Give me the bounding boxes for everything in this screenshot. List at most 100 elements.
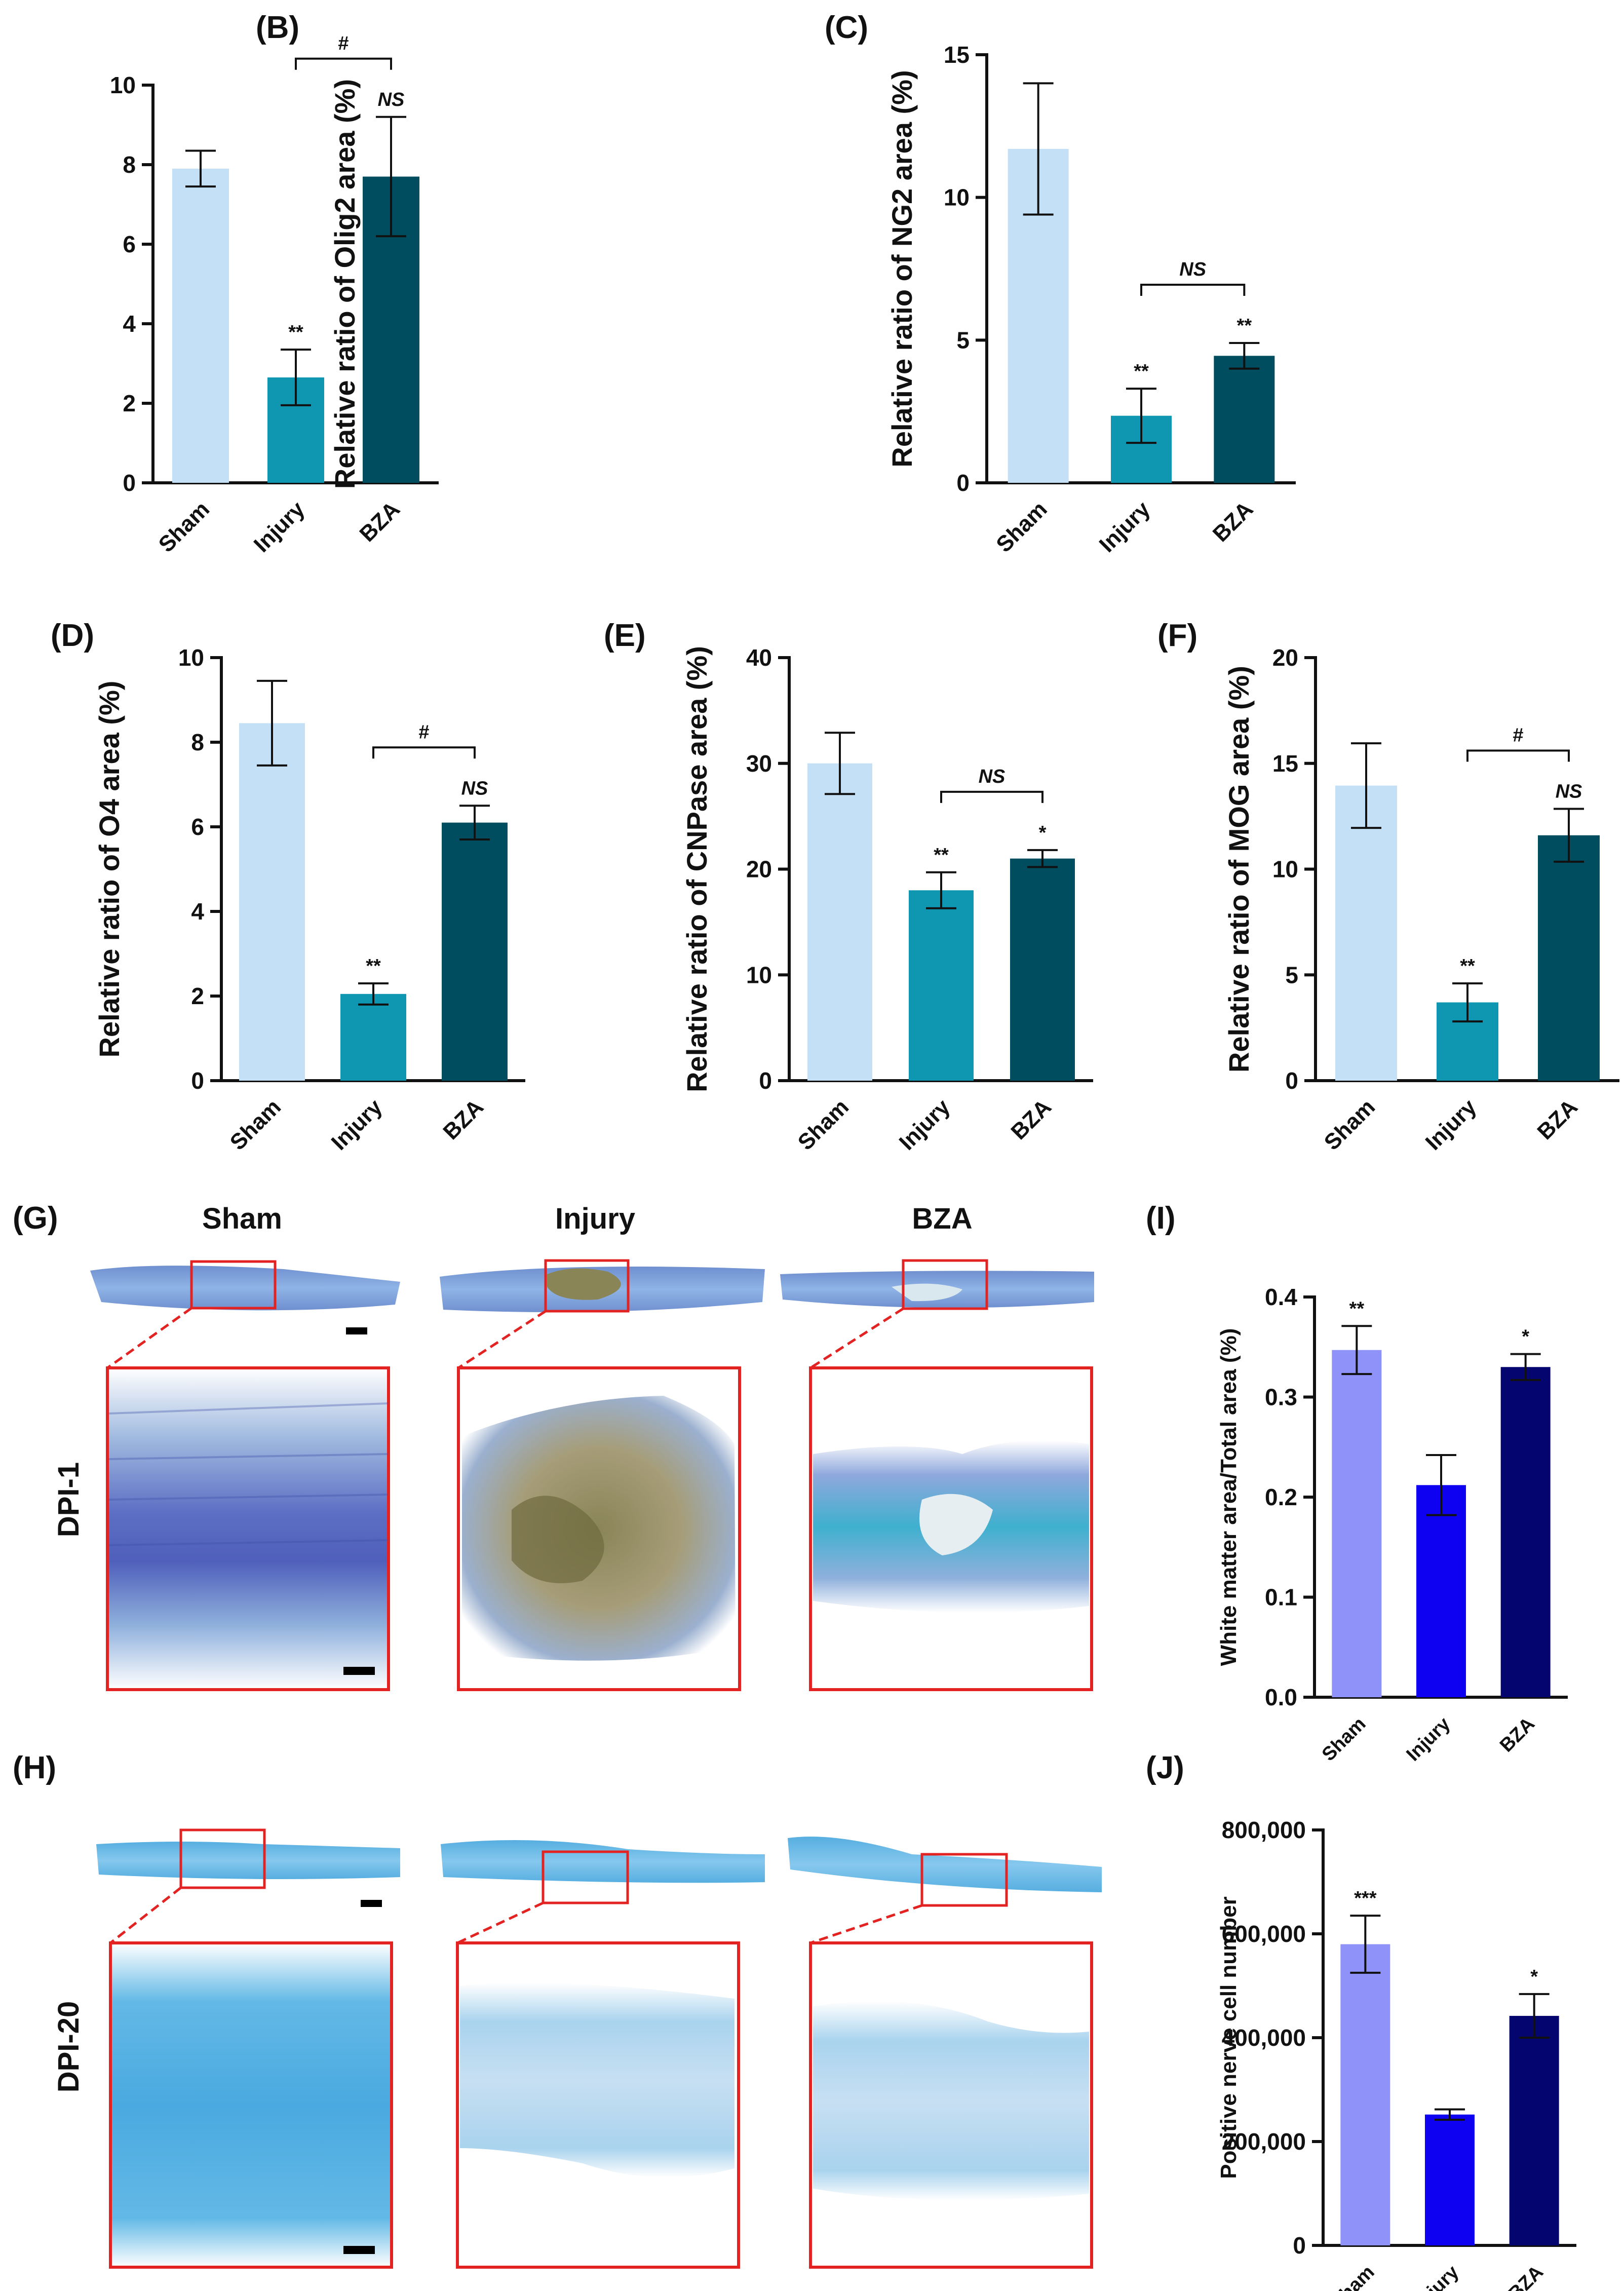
- chart-panel-white-matter: (I) 0.0 0.1 0.2 0.3 0.4 White matter area/Tota…: [1146, 1201, 1568, 1766]
- chart-b-significance-injury: **: [288, 322, 303, 343]
- scale-bar-zoom-sham-dpi1: [343, 1667, 375, 1675]
- chart-f-bar-sham: [1335, 785, 1397, 1081]
- chart-d-significance-bza: NS: [461, 778, 488, 799]
- chart-e-panel-label: (E): [604, 618, 646, 653]
- chart-d-bar-sham: [239, 723, 305, 1081]
- chart-f-ytick-label: 15: [1272, 750, 1298, 777]
- chart-i-significance-sham: **: [1349, 1298, 1365, 1319]
- panel-label-g: (G): [13, 1201, 58, 1236]
- scale-bar-sham-dpi1: [346, 1327, 367, 1334]
- chart-i-bar-sham: [1332, 1350, 1382, 1697]
- zoom-image-bza-dpi20: [813, 2001, 1089, 2200]
- chart-j-y-axis-label: Positive nerve cell number: [1216, 1896, 1241, 2179]
- chart-i-category-bza: BZA: [1496, 1713, 1539, 1757]
- column-title-bza: BZA: [912, 1202, 972, 1235]
- chart-panel-mog: (F) 0 5 10 15 20 Relative ratio of MOG area (%…: [1157, 618, 1619, 1155]
- chart-d-ytick-label: 8: [191, 729, 204, 755]
- chart-d-bar-injury: [340, 994, 406, 1081]
- chart-b-comparison-bracket: [295, 57, 392, 70]
- chart-e-significance-injury: **: [934, 845, 949, 866]
- tissue-strip-injury-dpi20: [441, 1840, 765, 1883]
- chart-panel-nerve-cells: (J) 0 200,000 400,000 600,000 800,000 Positive…: [1146, 1750, 1576, 2291]
- zoom-line-bza-dpi1: [809, 1307, 904, 1369]
- chart-j-category-bza: BZA: [1504, 2262, 1548, 2291]
- zoom-line-sham-dpi1: [106, 1307, 192, 1369]
- chart-i-bar-bza: [1500, 1367, 1551, 1697]
- chart-j-ytick-label: 400,000: [1222, 2025, 1306, 2051]
- zoom-line-injury-dpi20: [456, 1901, 544, 1944]
- histology-panel-g: (G) Sham Injury BZA DPI-1: [13, 1201, 1094, 1691]
- lesion-core-bza-dpi1: [919, 1494, 993, 1555]
- chart-d-ytick-label: 10: [178, 644, 204, 671]
- chart-d-y-axis-label: Relative ratio of O4 area (%): [93, 681, 125, 1058]
- zoom-line-injury-dpi1: [457, 1310, 547, 1369]
- chart-panel-ng2: (C) 0 5 10 15 Relative ratio of NG2 area (%) S…: [825, 10, 1296, 557]
- chart-c-comparison-bracket: [1140, 283, 1246, 296]
- chart-b-ytick-label: 4: [123, 311, 136, 337]
- chart-f-significance-injury: **: [1460, 956, 1475, 977]
- chart-e-bracket-label: NS: [979, 766, 1006, 787]
- chart-j-ytick-label: 200,000: [1222, 2128, 1306, 2155]
- chart-f-ytick-label: 0: [1285, 1067, 1298, 1094]
- chart-c-category-injury: Injury: [1095, 497, 1155, 557]
- chart-f-ytick-label: 10: [1272, 856, 1298, 883]
- lesion-injury-dpi1: [547, 1268, 621, 1300]
- chart-i-ytick-label: 0.0: [1265, 1684, 1297, 1710]
- chart-d-significance-injury: **: [366, 956, 381, 977]
- chart-b-ytick-label: 0: [123, 470, 136, 496]
- chart-panel-o4: (D) 0 2 4 6 8 10 Relative ratio of O4 area (%) S…: [51, 618, 525, 1155]
- roi-box-bza-dpi20: [920, 1853, 1008, 1907]
- chart-j-significance-sham: ***: [1354, 1888, 1377, 1909]
- chart-e-category-sham: Sham: [793, 1094, 854, 1155]
- roi-box-injury-dpi20: [542, 1850, 629, 1904]
- chart-j-panel-label: (J): [1146, 1750, 1184, 1785]
- chart-f-category-injury: Injury: [1421, 1094, 1482, 1155]
- chart-j-ytick-label: 0: [1293, 2232, 1306, 2259]
- chart-f-bar-bza: [1538, 835, 1600, 1081]
- chart-d-bar-bza: [442, 822, 508, 1081]
- chart-c-ytick-label: 0: [956, 470, 970, 496]
- chart-b-panel-label: (B): [256, 10, 299, 45]
- chart-c-ytick-label: 10: [944, 184, 970, 211]
- chart-d-ytick-label: 4: [191, 898, 204, 925]
- chart-i-category-sham: Sham: [1318, 1713, 1370, 1766]
- chart-b-ytick-label: 8: [123, 151, 136, 178]
- chart-e-category-bza: BZA: [1006, 1094, 1056, 1144]
- chart-f-significance-bza: NS: [1556, 781, 1582, 803]
- chart-c-ytick-label: 5: [956, 327, 970, 353]
- column-title-injury: Injury: [555, 1202, 635, 1235]
- chart-c-category-sham: Sham: [991, 497, 1052, 557]
- chart-j-significance-bza: *: [1530, 1966, 1538, 1988]
- chart-f-ytick-label: 5: [1285, 962, 1298, 988]
- chart-panel-olig2: (B) 0 2 4 6 8 10 Relative ratio of Olig2 area (…: [110, 10, 439, 557]
- chart-b-y-axis-label: Relative ratio of Olig2 area (%): [329, 79, 361, 489]
- chart-j-bar-sham: [1340, 1944, 1390, 2245]
- chart-d-panel-label: (D): [51, 618, 94, 653]
- chart-b-bar-sham: [172, 168, 229, 483]
- chart-b-bracket-label: #: [338, 33, 349, 54]
- chart-i-ytick-label: 0.2: [1265, 1484, 1297, 1510]
- chart-i-category-injury: Injury: [1403, 1713, 1455, 1766]
- roi-box-bza-dpi1: [902, 1259, 988, 1310]
- chart-d-ytick-label: 2: [191, 983, 204, 1009]
- chart-b-significance-bza: NS: [378, 89, 405, 110]
- zoom-image-sham-dpi1: [106, 1366, 390, 1691]
- chart-e-ytick-label: 40: [746, 644, 772, 671]
- chart-c-significance-injury: **: [1134, 361, 1149, 382]
- chart-i-y-axis-label: White matter area/Total area (%): [1216, 1328, 1241, 1666]
- tissue-strip-sham-dpi20: [96, 1842, 400, 1879]
- chart-f-bracket-label: #: [1513, 725, 1523, 746]
- chart-i-ytick-label: 0.4: [1265, 1284, 1297, 1310]
- chart-panel-cnpase: (E) 0 10 20 30 40 Relative ratio of CNPase are…: [604, 618, 1093, 1155]
- chart-e-ytick-label: 0: [759, 1067, 772, 1094]
- roi-box-injury-dpi1: [544, 1259, 630, 1313]
- chart-c-y-axis-label: Relative ratio of NG2 area (%): [886, 70, 918, 467]
- chart-d-comparison-bracket: [372, 746, 476, 759]
- chart-d-ytick-label: 0: [191, 1067, 204, 1094]
- chart-f-ytick-label: 20: [1272, 644, 1298, 671]
- chart-e-ytick-label: 10: [746, 962, 772, 988]
- roi-box-sham-dpi1: [190, 1260, 277, 1310]
- zoom-line-bza-dpi20: [810, 1904, 922, 1944]
- chart-e-y-axis-label: Relative ratio of CNPase area (%): [681, 646, 713, 1092]
